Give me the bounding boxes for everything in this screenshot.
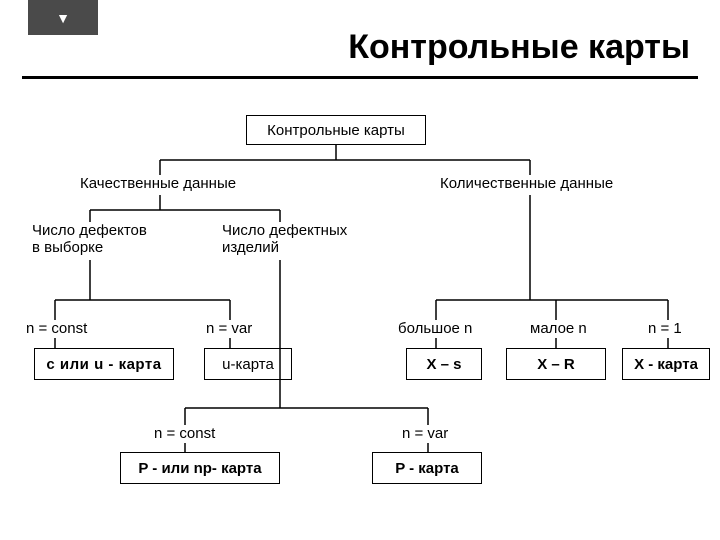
branch-qualitative: Качественные данные [80,175,236,192]
box-u-label: u-карта [222,356,274,373]
box-p: P - карта [372,452,482,484]
box-p-np: P - или np- карта [120,452,280,484]
label-n-const2: n = const [154,425,215,442]
label-n-var: n = var [206,320,252,337]
box-p-label: P - карта [395,460,459,477]
sub-defective-items: Число дефектных изделий [222,222,347,256]
root-box: Контрольные карты [246,115,426,145]
label-n-const: n = const [26,320,87,337]
label-small-n: малое n [530,320,587,337]
label-big-n: большое n [398,320,472,337]
sub-defects-in-sample: Число дефектов в выборке [32,222,147,256]
box-p-np-label: P - или np- карта [138,460,261,477]
page-title: Контрольные карты [348,28,690,67]
connector-lines [0,0,720,540]
box-x: X - карта [622,348,710,380]
logo: ▼ [28,0,98,35]
box-x-label: X - карта [634,356,698,373]
box-u: u-карта [204,348,292,380]
label-n-var2: n = var [402,425,448,442]
box-xr: X – R [506,348,606,380]
box-c-or-u-label: c или u - карта [46,356,161,373]
branch-quantitative: Количественные данные [440,175,613,192]
label-n1: n = 1 [648,320,682,337]
logo-glyph: ▼ [56,10,70,26]
title-underline [22,76,698,79]
box-xs-label: X – s [426,356,461,373]
box-xs: X – s [406,348,482,380]
box-c-or-u: c или u - карта [34,348,174,380]
box-xr-label: X – R [537,356,575,373]
